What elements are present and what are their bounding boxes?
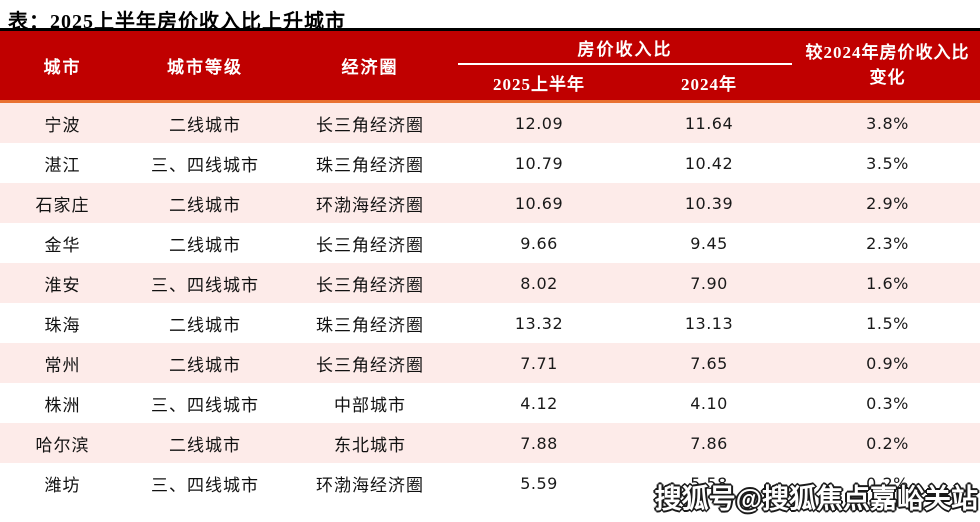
table-row: 宁波 二线城市 长三角经济圈 12.09 11.64 3.8% (0, 103, 980, 143)
cell-tier: 三、四线城市 (151, 155, 259, 175)
header-cell-ratio-2024: 2024年 (681, 75, 737, 94)
cell-region: 中部城市 (334, 395, 406, 415)
cell-change: 0.9% (866, 353, 909, 373)
header-subrow: 2025上半年 2024年 (455, 65, 795, 100)
cell-ratio-2024: 5.58 (690, 473, 728, 493)
header-cell-tier: 城市等级 (167, 58, 243, 77)
cell-city: 石家庄 (35, 195, 90, 215)
cell-tier: 二线城市 (169, 195, 241, 215)
cell-ratio-2025: 7.88 (520, 433, 558, 453)
cell-tier: 二线城市 (169, 435, 241, 455)
table-row: 湛江 三、四线城市 珠三角经济圈 10.79 10.42 3.5% (0, 143, 980, 183)
cell-ratio-2024: 7.65 (690, 353, 728, 373)
cell-region: 环渤海经济圈 (316, 195, 424, 215)
header-cell-region: 经济圈 (341, 58, 399, 77)
cell-region: 东北城市 (334, 435, 406, 455)
table-header: 城市 城市等级 经济圈 房价收入比 2025上半年 2024年 较2024年房价… (0, 31, 980, 103)
cell-ratio-2024: 13.13 (684, 313, 734, 333)
cell-region: 珠三角经济圈 (316, 315, 424, 335)
cell-region: 长三角经济圈 (316, 275, 424, 295)
cell-region: 长三角经济圈 (316, 355, 424, 375)
cell-ratio-2024: 10.39 (684, 193, 734, 213)
cell-ratio-2024: 10.42 (684, 153, 734, 173)
cell-city: 宁波 (44, 115, 81, 135)
cell-tier: 三、四线城市 (151, 475, 259, 495)
cell-change: 3.5% (866, 153, 909, 173)
cell-region: 环渤海经济圈 (316, 475, 424, 495)
cell-ratio-2025: 10.69 (514, 193, 564, 213)
cell-change: 0.3% (866, 393, 909, 413)
cell-city: 潍坊 (44, 475, 81, 495)
cell-ratio-2025: 12.09 (514, 113, 564, 133)
header-cell-city: 城市 (43, 58, 82, 77)
cell-tier: 二线城市 (169, 235, 241, 255)
table-body: 宁波 二线城市 长三角经济圈 12.09 11.64 3.8% 湛江 三、四线城… (0, 103, 980, 503)
cell-ratio-2024: 4.10 (690, 393, 728, 413)
table-row: 金华 二线城市 长三角经济圈 9.66 9.45 2.3% (0, 223, 980, 263)
cell-tier: 二线城市 (169, 115, 241, 135)
cell-ratio-2025: 8.02 (520, 273, 558, 293)
cell-change: 3.8% (866, 113, 909, 133)
cell-ratio-2024: 7.90 (690, 273, 728, 293)
cell-change: 2.9% (866, 193, 909, 213)
cell-ratio-2024: 7.86 (690, 433, 728, 453)
cell-ratio-2025: 13.32 (514, 313, 564, 333)
cell-tier: 三、四线城市 (151, 275, 259, 295)
cell-ratio-2025: 5.59 (520, 473, 558, 493)
table-row: 常州 二线城市 长三角经济圈 7.71 7.65 0.9% (0, 343, 980, 383)
cell-change: 1.5% (866, 313, 909, 333)
cell-region: 长三角经济圈 (316, 115, 424, 135)
cell-city: 淮安 (44, 275, 81, 295)
header-group-ratio: 房价收入比 2025上半年 2024年 (455, 31, 795, 100)
page-title: 表：2025上半年房价收入比上升城市 (8, 11, 346, 33)
cell-change: 2.3% (866, 233, 909, 253)
table-row: 株洲 三、四线城市 中部城市 4.12 4.10 0.3% (0, 383, 980, 423)
cell-change: 0.2% (866, 433, 909, 453)
cell-region: 珠三角经济圈 (316, 155, 424, 175)
table-row: 石家庄 二线城市 环渤海经济圈 10.69 10.39 2.9% (0, 183, 980, 223)
cell-city: 湛江 (44, 155, 81, 175)
table-row: 潍坊 三、四线城市 环渤海经济圈 5.59 5.58 0.2% (0, 463, 980, 503)
header-cell-change: 较2024年房价收入比变化 (805, 42, 970, 87)
cell-ratio-2025: 10.79 (514, 153, 564, 173)
watermark: 搜狐号@搜狐焦点嘉峪关站 (654, 484, 978, 514)
cell-tier: 三、四线城市 (151, 395, 259, 415)
cell-tier: 二线城市 (169, 315, 241, 335)
header-cell-ratio-group: 房价收入比 (458, 31, 792, 65)
cell-city: 株洲 (44, 395, 81, 415)
cell-city: 珠海 (44, 315, 81, 335)
cell-change: 0.2% (866, 473, 909, 493)
cell-ratio-2024: 11.64 (684, 113, 734, 133)
table-row: 珠海 二线城市 珠三角经济圈 13.32 13.13 1.5% (0, 303, 980, 343)
cell-region: 长三角经济圈 (316, 235, 424, 255)
cell-city: 哈尔滨 (35, 435, 90, 455)
cell-change: 1.6% (866, 273, 909, 293)
cell-city: 常州 (44, 355, 81, 375)
cell-tier: 二线城市 (169, 355, 241, 375)
cell-ratio-2025: 4.12 (520, 393, 558, 413)
table-row: 哈尔滨 二线城市 东北城市 7.88 7.86 0.2% (0, 423, 980, 463)
cell-ratio-2025: 7.71 (520, 353, 558, 373)
cell-ratio-2024: 9.45 (690, 233, 728, 253)
cell-city: 金华 (44, 235, 81, 255)
cell-ratio-2025: 9.66 (520, 233, 558, 253)
data-table: 城市 城市等级 经济圈 房价收入比 2025上半年 2024年 较2024年房价… (0, 28, 980, 503)
table-row: 淮安 三、四线城市 长三角经济圈 8.02 7.90 1.6% (0, 263, 980, 303)
header-cell-ratio-2025: 2025上半年 (493, 75, 585, 94)
